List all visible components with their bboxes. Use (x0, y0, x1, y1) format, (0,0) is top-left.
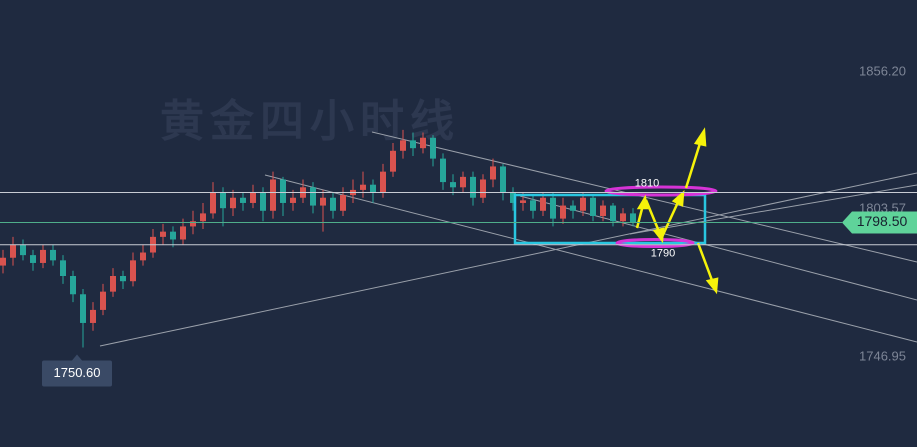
trend-line (99, 172, 917, 347)
candle-body (500, 166, 506, 193)
candle-body (310, 187, 316, 206)
low-marker-box (42, 360, 112, 387)
candle-body (550, 197, 556, 219)
candle-body (40, 249, 46, 263)
candle-body (190, 221, 196, 227)
candle-body (410, 140, 416, 149)
candle-body (470, 176, 476, 198)
candle-body (510, 192, 516, 203)
candle-body (110, 276, 116, 292)
candle-body (270, 179, 276, 211)
candle-body (630, 213, 636, 223)
candle-body (90, 309, 96, 323)
candle-body (330, 197, 336, 211)
ellipse-top (604, 185, 718, 197)
candle-body (450, 182, 456, 188)
candle-body (70, 276, 76, 295)
arrow-head (693, 127, 707, 147)
candle-body (80, 294, 86, 323)
candle-body (130, 260, 136, 282)
candle-body (340, 195, 346, 211)
trend-line (264, 174, 917, 343)
candle-body (430, 137, 436, 159)
candle-body (610, 205, 616, 222)
last-price-tag (842, 211, 917, 234)
candle-body (320, 197, 326, 206)
candle-body (390, 150, 396, 172)
candle-body (560, 205, 566, 219)
candle-body (370, 184, 376, 193)
candle-body (230, 197, 236, 209)
candle-body (360, 184, 366, 190)
candle-body (440, 158, 446, 183)
candle-body (540, 197, 546, 211)
candle-body (170, 231, 176, 240)
candle-body (30, 255, 36, 263)
low-marker-label: 1750.60 (54, 365, 101, 380)
arrow-head (671, 189, 685, 207)
candle-body (620, 213, 626, 222)
y-tick-label: 1856.20 (859, 63, 906, 78)
level-label: 1790 (651, 248, 675, 260)
candle-body (120, 276, 126, 282)
trend-line (629, 184, 917, 235)
candle-body (20, 244, 26, 256)
candle-body (0, 257, 6, 266)
candle-body (140, 252, 146, 261)
candle-body (250, 192, 256, 203)
candle-body (400, 140, 406, 151)
low-marker-pointer (72, 354, 82, 361)
candle-body (420, 137, 426, 149)
candle-body (180, 226, 186, 240)
candle-body (160, 231, 166, 237)
arrow-head (705, 277, 719, 295)
candle-body (10, 244, 16, 258)
candle-body (480, 179, 486, 198)
candle-body (260, 192, 266, 211)
candle-body (100, 291, 106, 310)
watermark: 黄金四小时线 (160, 96, 460, 147)
y-tick-label: 1746.95 (859, 348, 906, 363)
candle-body (200, 213, 206, 222)
candle-body (240, 197, 246, 203)
candle-body (490, 166, 496, 180)
candle-body (210, 192, 216, 214)
candle-body (570, 205, 576, 211)
candle-body (580, 197, 586, 211)
level-label: 1810 (635, 177, 659, 189)
candle-body (280, 179, 286, 203)
arrow (660, 199, 681, 238)
last-price-label: 1798.50 (857, 213, 908, 229)
arrow (696, 242, 715, 284)
trend-line (519, 195, 917, 301)
range-box (513, 193, 707, 245)
candle-body (460, 176, 466, 188)
arrows (635, 127, 719, 295)
candle-body (520, 200, 526, 203)
candle-body (600, 205, 606, 216)
candle-body (590, 197, 596, 216)
candle-body (530, 200, 536, 211)
candle-body (380, 171, 386, 193)
candle-body (290, 197, 296, 203)
ellipse-bottom (615, 238, 695, 248)
arrow (684, 139, 703, 189)
arrow (644, 199, 662, 235)
candle-body (50, 249, 56, 261)
candle-body (220, 192, 226, 209)
candle-body (60, 260, 66, 276)
